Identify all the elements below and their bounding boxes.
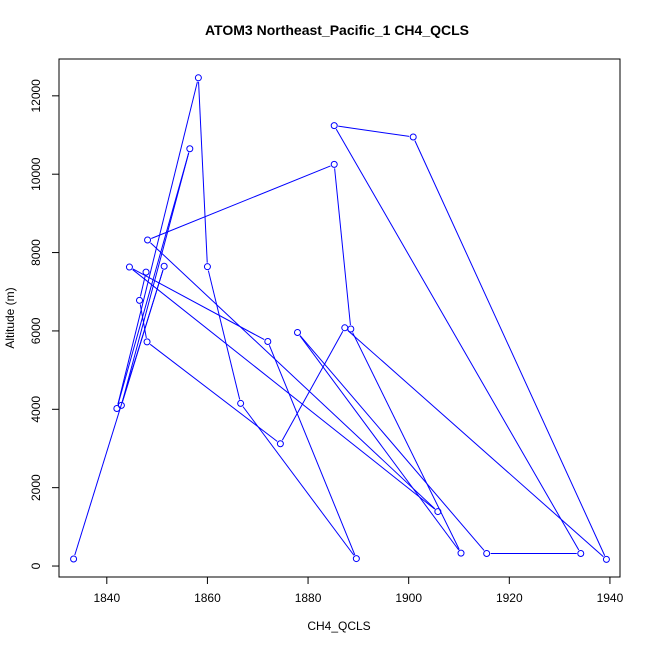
data-point (144, 236, 152, 244)
series-segment (335, 128, 580, 551)
data-point (577, 549, 585, 557)
series-segment (132, 269, 436, 510)
data-point (276, 440, 284, 448)
y-tick-label: 10000 (29, 157, 43, 191)
x-axis: 1840 1860 1880 1900 1920 1940 (93, 576, 624, 605)
series-segment (139, 275, 146, 297)
data-point (113, 405, 121, 413)
y-axis-label: Altitude (m) (3, 287, 17, 348)
data-point (186, 145, 194, 153)
data-point (264, 338, 272, 346)
series-segment (338, 125, 410, 137)
y-tick-label: 6000 (29, 317, 43, 344)
series-segment (242, 406, 355, 556)
chart-title: ATOM3 Northeast_Pacific_1 CH4_QCLS (205, 22, 469, 38)
data-point (409, 133, 417, 141)
series-segment (281, 331, 344, 441)
data-point (293, 328, 301, 336)
data-point (143, 338, 151, 346)
x-tick-label: 1840 (93, 591, 120, 605)
series-segment (334, 168, 351, 326)
data-point (602, 555, 610, 563)
x-tick-label: 1880 (295, 591, 322, 605)
y-tick-label: 4000 (29, 396, 43, 423)
series-segment (149, 343, 278, 442)
y-tick-label: 8000 (29, 239, 43, 266)
y-tick-label: 2000 (29, 474, 43, 501)
data-point (203, 263, 211, 271)
x-tick-label: 1920 (496, 591, 523, 605)
data-point (341, 324, 349, 332)
x-tick-label: 1940 (597, 591, 624, 605)
x-axis-label: CH4_QCLS (307, 619, 370, 633)
data-point (434, 508, 442, 516)
series-segment (299, 335, 485, 551)
series-segment (132, 268, 265, 341)
series-segment (268, 345, 356, 556)
series-segment (352, 332, 460, 550)
series-segment (414, 140, 606, 556)
series-segment (207, 270, 241, 400)
data-point (347, 325, 355, 333)
data-point (125, 263, 133, 271)
data-point (330, 122, 338, 130)
y-tick-label: 12000 (29, 79, 43, 113)
data-point (237, 399, 245, 407)
data-point (136, 296, 144, 304)
y-axis: 0 2000 4000 6000 8000 10000 12000 (29, 79, 60, 569)
series-layer (70, 74, 610, 563)
series-segment (121, 152, 190, 402)
data-point (160, 262, 168, 270)
series-segment (117, 152, 190, 405)
data-point (70, 555, 78, 563)
series-segment (198, 81, 208, 263)
series-segment (150, 242, 436, 510)
data-point (483, 549, 491, 557)
series-segment (151, 165, 331, 239)
y-tick-label: 0 (29, 562, 43, 569)
series-segment (117, 81, 198, 405)
data-point (330, 160, 338, 168)
series-segment (122, 269, 164, 402)
series-segment (347, 330, 604, 558)
data-point (457, 549, 465, 557)
x-tick-label: 1900 (395, 591, 422, 605)
series-segment (299, 335, 460, 551)
data-point (352, 555, 360, 563)
x-tick-label: 1860 (194, 591, 221, 605)
data-point (194, 74, 202, 82)
data-point (142, 268, 150, 276)
series-segment (139, 304, 147, 339)
